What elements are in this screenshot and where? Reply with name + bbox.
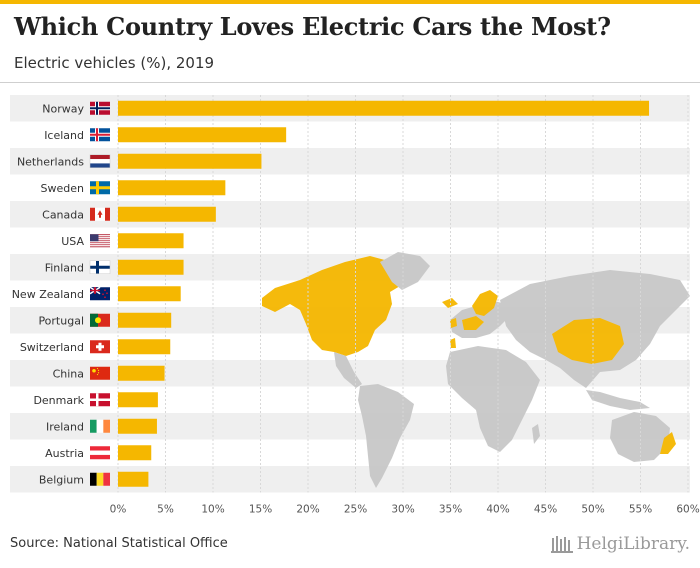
flag-sweden <box>90 181 110 195</box>
x-tick-label: 35% <box>439 504 462 516</box>
country-label: Finland <box>45 261 84 274</box>
map-africa <box>446 346 540 452</box>
map-portugal <box>450 338 456 348</box>
flags <box>89 101 111 486</box>
flag-finland <box>89 260 111 274</box>
country-label: Austria <box>45 447 84 460</box>
map-new-zealand <box>660 432 676 454</box>
row-stripe <box>10 148 690 175</box>
library-icon <box>550 536 573 553</box>
flag-new-zealand <box>89 286 110 301</box>
chart-title: Which Country Loves Electric Cars the Mo… <box>14 12 611 41</box>
flag-china <box>90 366 110 380</box>
bar <box>118 312 172 328</box>
map-ireland <box>450 318 457 328</box>
source-note: Source: National Statistical Office <box>10 536 228 551</box>
x-tick-label: 60% <box>676 504 699 516</box>
country-label: Iceland <box>44 129 84 142</box>
flag-usa <box>90 234 110 248</box>
brand-name: HelgiLibrary. <box>576 534 690 554</box>
flag-norway <box>90 101 110 115</box>
country-label: Switzerland <box>20 341 84 354</box>
x-tick-label: 5% <box>157 504 174 516</box>
flag-ireland <box>90 419 110 433</box>
bar <box>118 445 152 461</box>
x-tick-label: 50% <box>581 504 604 516</box>
bar <box>118 233 184 249</box>
flag-netherlands <box>89 154 111 168</box>
brand-logo: HelgiLibrary. <box>550 534 690 554</box>
flag-canada <box>90 207 110 221</box>
country-labels: Norway Iceland Netherlands Sweden Canada USA F… <box>12 102 85 486</box>
x-tick-label: 40% <box>486 504 509 516</box>
bar <box>118 259 184 275</box>
flag-belgium <box>90 472 110 486</box>
country-label: Canada <box>42 208 84 221</box>
country-label: Netherlands <box>17 155 84 168</box>
flag-denmark <box>90 393 110 407</box>
bar-chart: Norway Iceland Netherlands Sweden Canada USA F… <box>10 95 700 516</box>
bar <box>118 339 171 355</box>
bar <box>118 153 262 169</box>
map-southeast-asia <box>586 390 650 410</box>
x-tick-label: 0% <box>110 504 127 516</box>
x-tick-label: 10% <box>201 504 224 516</box>
flag-iceland <box>90 128 110 142</box>
top-accent-stripe <box>0 0 700 4</box>
country-label: Denmark <box>33 394 84 407</box>
row-stripe <box>10 466 690 493</box>
country-label: Sweden <box>41 182 84 195</box>
x-tick-label: 15% <box>249 504 272 516</box>
header-divider <box>0 82 700 83</box>
bar <box>118 392 158 408</box>
map-scandinavia <box>472 290 498 316</box>
country-label: Norway <box>42 102 84 115</box>
bar <box>118 127 287 143</box>
country-label: USA <box>61 235 84 248</box>
bar <box>118 418 157 434</box>
flag-austria <box>90 446 110 460</box>
x-tick-label: 45% <box>534 504 557 516</box>
bar <box>118 206 216 222</box>
map-japan <box>638 328 648 350</box>
bar <box>118 180 226 196</box>
bar <box>118 365 165 381</box>
world-map <box>262 252 690 488</box>
flag-switzerland <box>90 340 110 354</box>
map-greenland <box>380 252 430 290</box>
bar <box>118 100 650 116</box>
map-china <box>552 318 624 364</box>
flag-portugal <box>90 313 110 327</box>
chart-subtitle: Electric vehicles (%), 2019 <box>14 54 215 72</box>
map-north-america <box>262 256 405 356</box>
x-tick-label: 25% <box>344 504 367 516</box>
x-tick-label: 20% <box>296 504 319 516</box>
bar <box>118 286 181 302</box>
row-stripe <box>10 201 690 228</box>
bar <box>118 471 149 487</box>
x-axis-ticks: 0% 5% 10% 15% 20% 25% 30% 35% 40% 45% 50% 55% 60% <box>110 504 700 516</box>
map-south-america <box>358 384 414 488</box>
x-tick-label: 30% <box>391 504 414 516</box>
country-label: Belgium <box>39 473 84 486</box>
map-central-europe <box>462 316 484 330</box>
row-stripe <box>10 413 690 440</box>
bars <box>118 100 650 487</box>
country-label: China <box>53 367 84 380</box>
country-label: Ireland <box>46 420 84 433</box>
map-madagascar <box>532 424 540 444</box>
country-label: New Zealand <box>12 288 84 301</box>
x-tick-label: 55% <box>629 504 652 516</box>
country-label: Portugal <box>38 314 84 327</box>
